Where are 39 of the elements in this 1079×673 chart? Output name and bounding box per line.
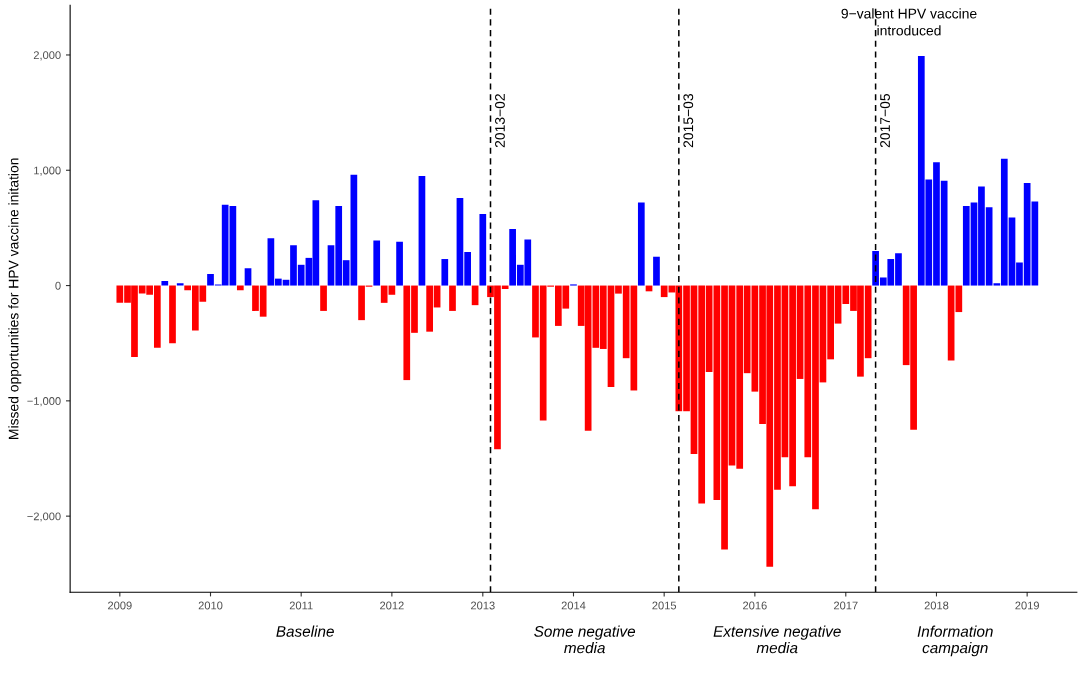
ref-line-label: 2015−03 <box>683 94 694 148</box>
bar <box>176 283 184 286</box>
bar <box>236 285 244 291</box>
x-tick-label: 2019 <box>1015 601 1039 610</box>
y-tick-label: −1,000 <box>27 397 61 407</box>
x-tick-label: 2010 <box>198 601 223 610</box>
x-tick-label: 2012 <box>380 601 404 610</box>
x-tick-label: 2011 <box>289 601 313 610</box>
text: Baseline <box>276 625 334 637</box>
text: Some negative media <box>534 625 636 654</box>
bar <box>169 285 176 344</box>
bar <box>320 285 327 311</box>
x-tick-label: 2009 <box>108 601 132 610</box>
x-tick-label: 2013 <box>471 601 495 610</box>
ref-line-label: 2017−05 <box>880 93 890 148</box>
bar <box>449 285 456 311</box>
text: Extensive negative media <box>713 625 841 654</box>
bar <box>396 241 403 286</box>
bar <box>244 268 252 286</box>
bar <box>441 259 449 286</box>
bar <box>418 176 426 286</box>
ref-line-label: 2013−02 <box>495 94 505 148</box>
bar <box>479 214 487 286</box>
y-tick-label: 1,000 <box>34 166 61 176</box>
y-tick-label: 0 <box>55 281 61 290</box>
y-tick-label: −2,000 <box>27 512 61 522</box>
y-axis-title: Missed opportunities for HPV vaccine initation <box>8 158 22 439</box>
bar <box>637 202 645 286</box>
y-tick-label: 2,000 <box>33 51 61 61</box>
annotation: 9−valent HPV vaccine introduced <box>841 8 977 36</box>
x-tick-label: 2016 <box>743 601 767 610</box>
bar <box>161 280 169 286</box>
x-tick-label: 2018 <box>924 601 949 610</box>
bar <box>373 240 381 286</box>
x-tick-label: 2015 <box>652 601 677 610</box>
text: Information campaign <box>917 625 993 657</box>
bar <box>653 256 660 286</box>
x-tick-label: 2017 <box>833 601 858 610</box>
x-tick-label: 2014 <box>561 601 586 610</box>
